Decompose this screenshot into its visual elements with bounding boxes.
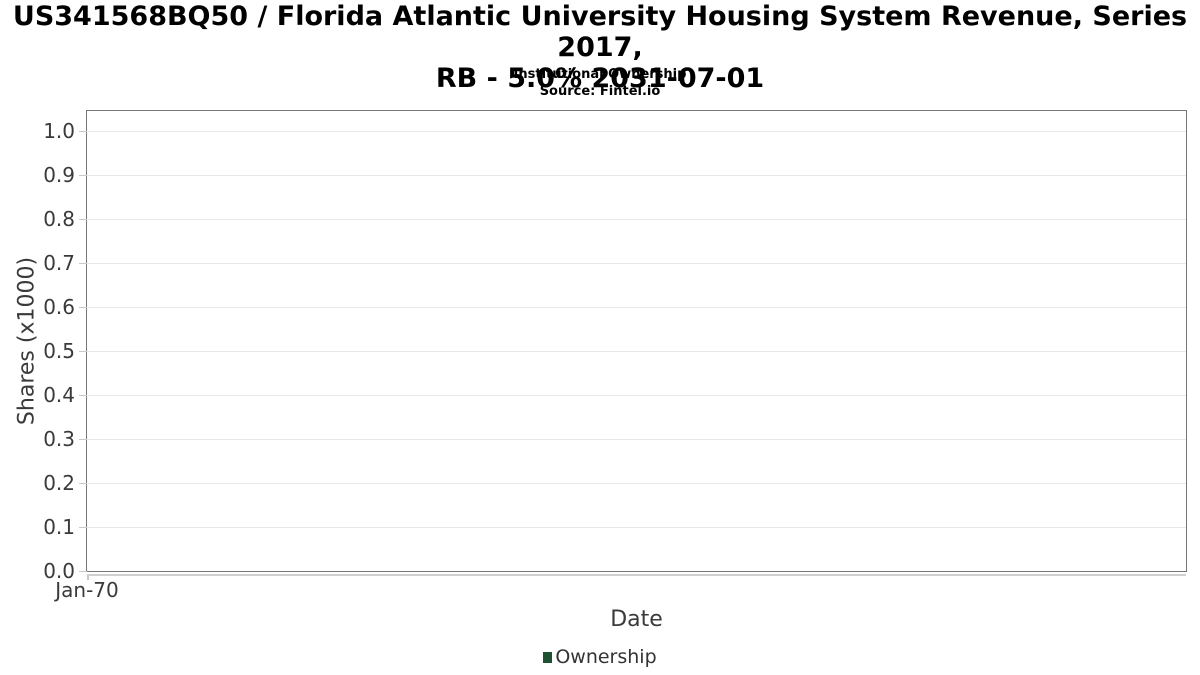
- gridline-y-0.4: [87, 394, 1186, 396]
- y-tick-label-0.1: 0.1: [43, 514, 75, 539]
- y-axis-tick-0.7: [79, 262, 87, 264]
- y-tick-label-0.4: 0.4: [43, 382, 75, 407]
- plot-area: Jan-70 Date 0.0 0.1 0.2 0.3 0.4 0.5 0.6 0.7 0.8 0…: [43, 110, 1187, 632]
- y-axis-tick-0.5: [79, 350, 87, 352]
- x-axis-title: Date: [610, 607, 663, 632]
- y-axis-tick-0.3: [79, 438, 87, 440]
- gridline-y-0.6: [87, 306, 1186, 308]
- y-tick-label-0.2: 0.2: [43, 470, 75, 495]
- chart-title-line2: RB - 5.0% 2031-07-01: [435, 63, 765, 94]
- gridline-y-0.7: [87, 262, 1186, 264]
- gridline-y-0.3: [87, 438, 1186, 440]
- y-axis-tick-0.6: [79, 306, 87, 308]
- gridline-y-1.0: [87, 130, 1186, 132]
- legend-label-ownership: Ownership: [555, 646, 657, 668]
- gridline-y-0.5: [87, 350, 1186, 352]
- legend: Ownership: [0, 644, 1200, 670]
- y-tick-label-0.0: 0.0: [43, 559, 75, 583]
- y-tick-label-0.6: 0.6: [43, 294, 75, 319]
- gridline-y-0.9: [87, 174, 1186, 176]
- y-tick-label-0.8: 0.8: [43, 206, 75, 231]
- gridline-y-0.2: [87, 482, 1186, 484]
- x-axis-tick: [87, 574, 89, 580]
- y-tick-label-1.0: 1.0: [43, 118, 75, 143]
- y-axis-title: Shares (x1000): [14, 256, 40, 426]
- y-axis-tick-0.8: [79, 218, 87, 220]
- y-tick-label-0.3: 0.3: [43, 426, 75, 451]
- chart-title-line1: US341568BQ50 / Florida Atlantic Universi…: [12, 1, 1188, 63]
- y-axis-tick-0.1: [79, 526, 87, 528]
- y-axis-tick-0.0: [79, 571, 87, 572]
- chart-source-credit: Source: Fintel.io: [539, 84, 661, 99]
- chart-title: US341568BQ50 / Florida Atlantic Universi…: [0, 1, 1200, 94]
- y-axis-tick-0.4: [79, 394, 87, 396]
- x-axis-secondary-line: [87, 574, 1186, 576]
- y-axis-tick-0.2: [79, 482, 87, 484]
- y-axis-tick-1.0: [79, 130, 87, 132]
- gridline-y-0.8: [87, 218, 1186, 220]
- x-tick-label-jan-70: Jan-70: [55, 578, 119, 602]
- gridline-y-0.1: [87, 526, 1186, 528]
- legend-swatch-ownership: [543, 651, 553, 663]
- y-tick-label-0.7: 0.7: [43, 250, 75, 275]
- y-tick-label-0.5: 0.5: [43, 338, 75, 363]
- y-axis-tick-0.9: [79, 174, 87, 176]
- chart-subtitle: Institutional Ownership: [513, 67, 687, 82]
- y-tick-label-0.9: 0.9: [43, 162, 75, 187]
